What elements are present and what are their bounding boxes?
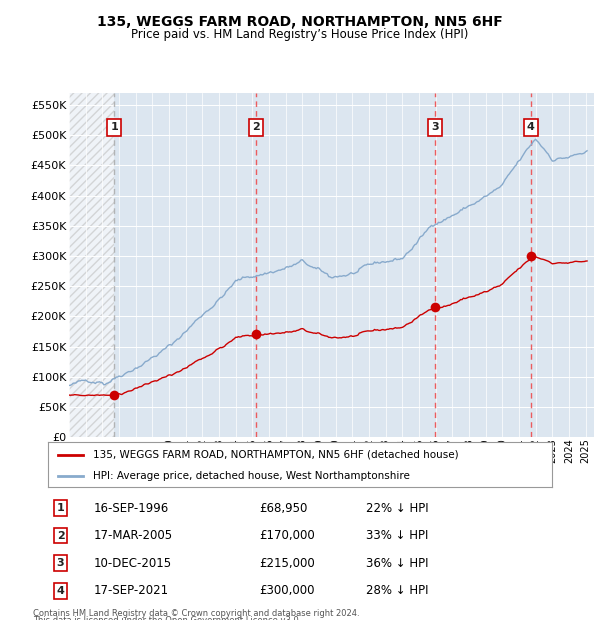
Text: 3: 3 bbox=[57, 558, 64, 568]
Text: £170,000: £170,000 bbox=[260, 529, 316, 542]
Text: 2: 2 bbox=[57, 531, 64, 541]
Text: 22% ↓ HPI: 22% ↓ HPI bbox=[365, 502, 428, 515]
Text: £300,000: £300,000 bbox=[260, 584, 315, 597]
Text: 135, WEGGS FARM ROAD, NORTHAMPTON, NN5 6HF: 135, WEGGS FARM ROAD, NORTHAMPTON, NN5 6… bbox=[97, 16, 503, 30]
Text: 16-SEP-1996: 16-SEP-1996 bbox=[94, 502, 169, 515]
Text: 2: 2 bbox=[252, 122, 260, 133]
Text: This data is licensed under the Open Government Licence v3.0.: This data is licensed under the Open Gov… bbox=[33, 616, 301, 620]
Text: 135, WEGGS FARM ROAD, NORTHAMPTON, NN5 6HF (detached house): 135, WEGGS FARM ROAD, NORTHAMPTON, NN5 6… bbox=[94, 450, 459, 459]
Text: 17-MAR-2005: 17-MAR-2005 bbox=[94, 529, 172, 542]
Text: 3: 3 bbox=[431, 122, 439, 133]
Text: 17-SEP-2021: 17-SEP-2021 bbox=[94, 584, 169, 597]
Bar bbox=[69, 93, 114, 437]
Text: 1: 1 bbox=[110, 122, 118, 133]
Text: HPI: Average price, detached house, West Northamptonshire: HPI: Average price, detached house, West… bbox=[94, 471, 410, 480]
Text: 36% ↓ HPI: 36% ↓ HPI bbox=[365, 557, 428, 570]
Text: Price paid vs. HM Land Registry’s House Price Index (HPI): Price paid vs. HM Land Registry’s House … bbox=[131, 28, 469, 41]
Text: 4: 4 bbox=[527, 122, 535, 133]
Text: £215,000: £215,000 bbox=[260, 557, 316, 570]
Text: 1: 1 bbox=[57, 503, 64, 513]
Text: 4: 4 bbox=[56, 586, 65, 596]
Text: Contains HM Land Registry data © Crown copyright and database right 2024.: Contains HM Land Registry data © Crown c… bbox=[33, 609, 359, 618]
Text: 28% ↓ HPI: 28% ↓ HPI bbox=[365, 584, 428, 597]
Text: 10-DEC-2015: 10-DEC-2015 bbox=[94, 557, 172, 570]
Text: £68,950: £68,950 bbox=[260, 502, 308, 515]
Text: 33% ↓ HPI: 33% ↓ HPI bbox=[365, 529, 428, 542]
